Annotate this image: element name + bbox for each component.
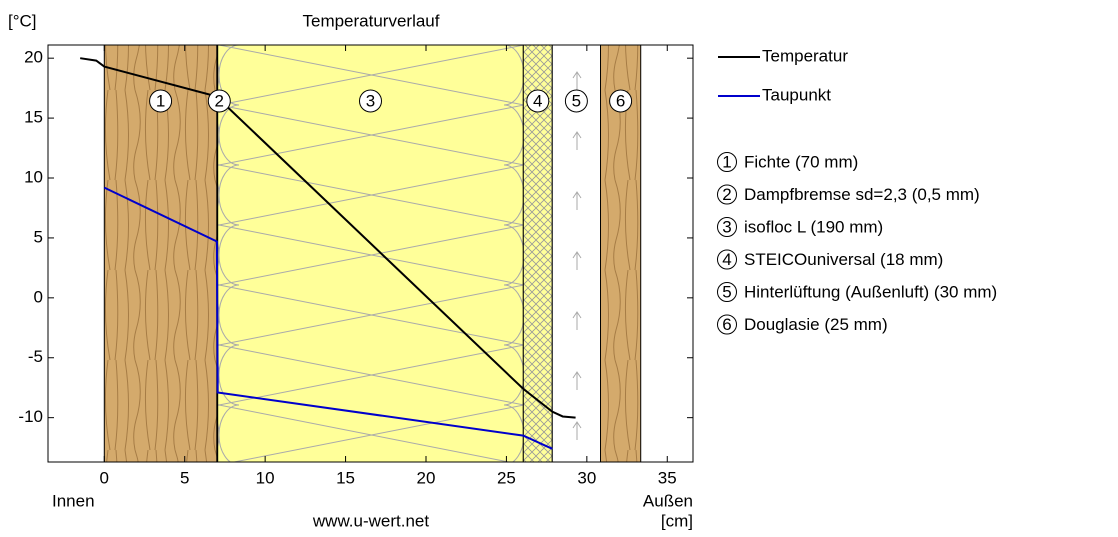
x-tick-label: 15 xyxy=(336,468,355,487)
y-tick-label: 15 xyxy=(24,108,43,127)
x-tick-label: 30 xyxy=(577,468,596,487)
legend-badge-label: 5 xyxy=(722,282,731,301)
legend-badge-label: 1 xyxy=(722,152,731,171)
x-label-left: Innen xyxy=(52,491,95,510)
layer-badge-label: 1 xyxy=(156,91,165,110)
legend-badge-label: 3 xyxy=(722,217,731,236)
legend-badge-label: 2 xyxy=(722,185,731,204)
legend-layer-name: Douglasie (25 mm) xyxy=(744,315,888,334)
chart-title: Temperaturverlauf xyxy=(302,11,439,30)
x-tick-label: 35 xyxy=(658,468,677,487)
y-tick-label: -10 xyxy=(18,407,43,426)
legend-layer-name: isofloc L (190 mm) xyxy=(744,217,883,236)
legend-layer-name: Fichte (70 mm) xyxy=(744,152,858,171)
legend-badge-label: 6 xyxy=(722,315,731,334)
layer-badge-label: 6 xyxy=(616,91,625,110)
legend-badge-label: 4 xyxy=(722,250,731,269)
x-label-right: Außen xyxy=(643,491,693,510)
x-tick-label: 5 xyxy=(180,468,189,487)
legend-label: Temperatur xyxy=(762,46,848,65)
legend-label: Taupunkt xyxy=(762,85,831,104)
layer-badge-label: 2 xyxy=(215,91,224,110)
x-tick-label: 0 xyxy=(100,468,109,487)
x-tick-label: 25 xyxy=(497,468,516,487)
y-tick-label: 20 xyxy=(24,48,43,67)
legend-layer-name: Dampfbremse sd=2,3 (0,5 mm) xyxy=(744,185,980,204)
y-tick-label: 0 xyxy=(34,287,43,306)
x-tick-label: 20 xyxy=(417,468,436,487)
x-tick-label: 10 xyxy=(256,468,275,487)
legend-layer-name: STEICOuniversal (18 mm) xyxy=(744,250,943,269)
y-tick-label: 10 xyxy=(24,167,43,186)
layer-badge-label: 5 xyxy=(572,91,581,110)
y-tick-label: 5 xyxy=(34,227,43,246)
chart: Temperaturverlauf [°C] Innen Außen [cm] … xyxy=(0,0,1118,532)
layer-badge-label: 3 xyxy=(366,91,375,110)
x-unit: [cm] xyxy=(661,511,693,530)
y-tick-label: -5 xyxy=(28,347,43,366)
footer: www.u-wert.net xyxy=(312,511,429,530)
legend-layer-name: Hinterlüftung (Außenluft) (30 mm) xyxy=(744,282,997,301)
y-unit: [°C] xyxy=(8,11,37,30)
layer-badge-label: 4 xyxy=(533,91,542,110)
